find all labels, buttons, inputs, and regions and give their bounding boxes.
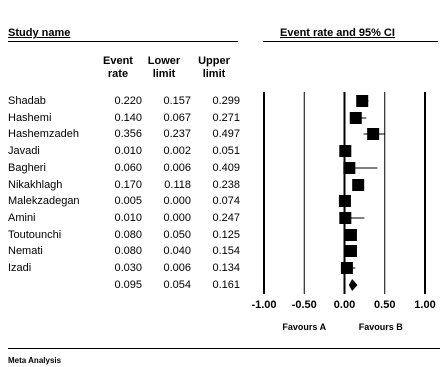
effect-square bbox=[344, 245, 357, 257]
event-rate: 0.080 bbox=[114, 229, 142, 241]
header-rule-right bbox=[263, 41, 438, 42]
upper-limit: 0.497 bbox=[212, 128, 240, 140]
pooled-row: 0.095 0.054 0.161 bbox=[8, 279, 240, 292]
study-row: Hashemzadeh 0.356 0.237 0.497 bbox=[8, 128, 240, 141]
lower-limit: 0.050 bbox=[163, 229, 191, 241]
lower-limit: 0.118 bbox=[164, 179, 191, 191]
lower-limit: 0.006 bbox=[163, 262, 191, 274]
effect-square bbox=[349, 112, 362, 124]
study-row: Nikakhlagh 0.170 0.118 0.238 bbox=[8, 179, 240, 192]
upper-limit: 0.134 bbox=[212, 262, 240, 274]
event-rate: 0.010 bbox=[114, 212, 142, 224]
study-name: Malekzadegan bbox=[8, 195, 80, 207]
effect-square bbox=[339, 212, 352, 224]
effect-square bbox=[343, 162, 356, 174]
event-rate: 0.060 bbox=[114, 162, 142, 174]
tick-label: 1.00 bbox=[414, 299, 435, 311]
event-rate: 0.220 bbox=[114, 95, 142, 107]
favours-a-label: Favours A bbox=[282, 322, 326, 332]
study-row: Toutounchi 0.080 0.050 0.125 bbox=[8, 229, 240, 242]
effect-square bbox=[339, 145, 352, 157]
upper-limit: 0.238 bbox=[212, 179, 240, 191]
event-rate: 0.140 bbox=[114, 112, 142, 124]
lower-limit: 0.006 bbox=[163, 162, 191, 174]
upper-limit: 0.125 bbox=[212, 229, 240, 241]
event-rate: 0.030 bbox=[114, 262, 142, 274]
favours-b-label: Favours B bbox=[359, 322, 404, 332]
event-rate: 0.170 bbox=[114, 179, 142, 191]
effect-square bbox=[352, 179, 365, 191]
study-name: Hashemi bbox=[8, 112, 52, 124]
lower-limit: 0.000 bbox=[163, 212, 191, 224]
event-rate: 0.010 bbox=[114, 145, 142, 157]
study-row: Hashemi 0.140 0.067 0.271 bbox=[8, 112, 240, 125]
study-row: Bagheri 0.060 0.006 0.409 bbox=[8, 162, 240, 175]
study-row: Shadab 0.220 0.157 0.299 bbox=[8, 95, 240, 108]
study-name: Nikakhlagh bbox=[8, 179, 63, 191]
upper-limit: 0.299 bbox=[212, 95, 240, 107]
lower-limit: 0.067 bbox=[163, 112, 191, 124]
upper-limit: 0.074 bbox=[212, 195, 240, 207]
pooled-diamond bbox=[348, 279, 358, 291]
pooled-event-rate: 0.095 bbox=[114, 279, 142, 291]
upper-limit: 0.409 bbox=[212, 162, 240, 174]
lower-limit-column-header: Lower limit bbox=[147, 55, 181, 80]
effect-square bbox=[367, 128, 380, 140]
event-rate: 0.080 bbox=[114, 245, 142, 257]
upper-limit: 0.154 bbox=[212, 245, 240, 257]
pooled-upper-limit: 0.161 bbox=[212, 279, 240, 291]
lower-limit: 0.040 bbox=[163, 245, 191, 257]
study-name: Izadi bbox=[8, 262, 32, 274]
study-row: Amini 0.010 0.000 0.247 bbox=[8, 212, 240, 225]
header-rule-left bbox=[8, 41, 238, 42]
study-name: Bagheri bbox=[8, 162, 46, 174]
effect-square bbox=[344, 229, 357, 241]
study-row: Nemati 0.080 0.040 0.154 bbox=[8, 245, 240, 258]
study-name: Nemati bbox=[8, 245, 43, 257]
footer-label: Meta Analysis bbox=[8, 356, 62, 365]
lower-limit: 0.237 bbox=[163, 128, 191, 140]
study-name-header: Study name bbox=[8, 27, 71, 39]
study-name: Toutounchi bbox=[8, 229, 62, 241]
footer-rule bbox=[8, 348, 440, 349]
event-rate: 0.005 bbox=[114, 195, 142, 207]
lower-limit: 0.157 bbox=[163, 95, 191, 107]
study-name: Amini bbox=[8, 212, 36, 224]
study-row: Izadi 0.030 0.006 0.134 bbox=[8, 262, 240, 275]
event-rate: 0.356 bbox=[114, 128, 142, 140]
effect-square bbox=[356, 95, 369, 107]
study-name: Javadi bbox=[8, 145, 40, 157]
tick-label: -0.50 bbox=[292, 299, 317, 311]
effect-square bbox=[340, 262, 353, 274]
event-rate-ci-header: Event rate and 95% CI bbox=[280, 27, 395, 39]
upper-limit: 0.051 bbox=[212, 145, 240, 157]
study-name: Shadab bbox=[8, 95, 46, 107]
study-name: Hashemzadeh bbox=[8, 128, 79, 140]
study-row: Javadi 0.010 0.002 0.051 bbox=[8, 145, 240, 158]
effect-square bbox=[338, 195, 351, 207]
tick-label: 0.00 bbox=[334, 299, 355, 311]
upper-limit: 0.271 bbox=[212, 112, 240, 124]
event-rate-column-header: Event rate bbox=[103, 55, 133, 80]
upper-limit: 0.247 bbox=[212, 212, 240, 224]
lower-limit: 0.000 bbox=[163, 195, 191, 207]
tick-label: -1.00 bbox=[251, 299, 276, 311]
study-row: Malekzadegan 0.005 0.000 0.074 bbox=[8, 195, 240, 208]
tick-label: 0.50 bbox=[374, 299, 395, 311]
pooled-lower-limit: 0.054 bbox=[163, 279, 191, 291]
lower-limit: 0.002 bbox=[163, 145, 191, 157]
upper-limit-column-header: Upper limit bbox=[198, 55, 230, 80]
